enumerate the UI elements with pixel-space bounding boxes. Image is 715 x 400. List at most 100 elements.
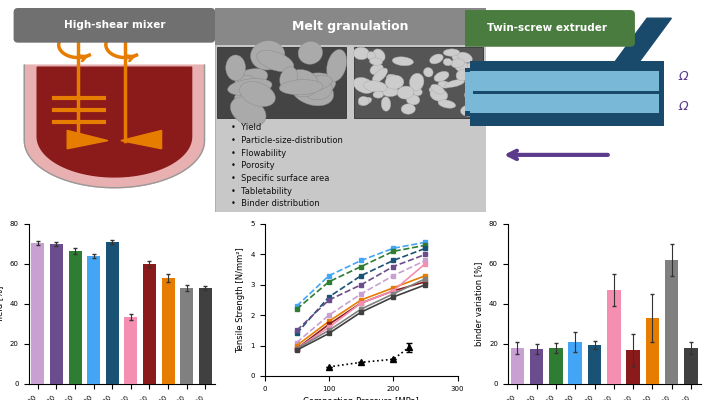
Bar bbox=[470, 71, 659, 91]
Ellipse shape bbox=[327, 50, 347, 82]
Ellipse shape bbox=[410, 73, 424, 91]
Ellipse shape bbox=[456, 70, 468, 81]
Ellipse shape bbox=[434, 71, 449, 82]
Bar bbox=[31, 243, 44, 384]
Bar bbox=[530, 349, 543, 384]
Ellipse shape bbox=[438, 100, 455, 108]
Ellipse shape bbox=[443, 58, 452, 66]
Bar bbox=[588, 345, 601, 384]
Text: •  Tabletability: • Tabletability bbox=[231, 186, 292, 196]
Ellipse shape bbox=[443, 49, 460, 56]
Ellipse shape bbox=[430, 84, 445, 94]
Text: Ω: Ω bbox=[679, 70, 689, 83]
Ellipse shape bbox=[285, 70, 318, 97]
Ellipse shape bbox=[240, 82, 275, 106]
Polygon shape bbox=[121, 130, 162, 149]
Ellipse shape bbox=[430, 88, 448, 101]
Text: Melt granulation: Melt granulation bbox=[292, 20, 408, 33]
Ellipse shape bbox=[460, 63, 475, 75]
Ellipse shape bbox=[226, 55, 245, 81]
Ellipse shape bbox=[353, 47, 369, 60]
Text: •  Binder distribution: • Binder distribution bbox=[231, 199, 320, 208]
FancyBboxPatch shape bbox=[14, 8, 215, 43]
Ellipse shape bbox=[385, 75, 404, 89]
Ellipse shape bbox=[454, 58, 468, 73]
Text: •  Specific surface area: • Specific surface area bbox=[231, 174, 329, 183]
FancyBboxPatch shape bbox=[460, 10, 635, 47]
Y-axis label: binder variation [%]: binder variation [%] bbox=[474, 262, 483, 346]
Text: •  Yield: • Yield bbox=[231, 123, 261, 132]
Ellipse shape bbox=[257, 50, 294, 72]
Bar bbox=[180, 288, 193, 384]
Y-axis label: Tensile Strength [N/mm²]: Tensile Strength [N/mm²] bbox=[236, 247, 245, 353]
Bar bbox=[684, 348, 698, 384]
Ellipse shape bbox=[297, 76, 332, 92]
Bar bbox=[106, 242, 119, 384]
Text: •  Particle-size-distribution: • Particle-size-distribution bbox=[231, 136, 342, 145]
Ellipse shape bbox=[381, 97, 390, 111]
Text: Ω: Ω bbox=[679, 100, 689, 114]
Ellipse shape bbox=[298, 41, 322, 64]
Bar bbox=[511, 348, 524, 384]
Text: •  Flowability: • Flowability bbox=[231, 148, 286, 158]
Ellipse shape bbox=[353, 77, 375, 94]
Bar bbox=[665, 260, 679, 384]
Ellipse shape bbox=[363, 81, 387, 92]
Ellipse shape bbox=[235, 92, 260, 116]
Text: •  Porosity: • Porosity bbox=[231, 161, 275, 170]
Ellipse shape bbox=[450, 59, 465, 68]
X-axis label: Compaction Pressure [MPa]: Compaction Pressure [MPa] bbox=[303, 397, 419, 400]
Ellipse shape bbox=[386, 74, 400, 87]
Ellipse shape bbox=[370, 58, 383, 65]
Bar bbox=[470, 61, 664, 126]
Ellipse shape bbox=[373, 68, 388, 83]
Ellipse shape bbox=[373, 91, 384, 98]
Text: High-shear mixer: High-shear mixer bbox=[64, 20, 165, 30]
Ellipse shape bbox=[398, 86, 414, 99]
Ellipse shape bbox=[429, 86, 438, 94]
Bar bbox=[143, 264, 156, 384]
Ellipse shape bbox=[237, 75, 258, 92]
Bar bbox=[124, 317, 137, 384]
Ellipse shape bbox=[250, 41, 285, 70]
Ellipse shape bbox=[367, 52, 375, 60]
Ellipse shape bbox=[227, 78, 272, 96]
Polygon shape bbox=[24, 65, 204, 188]
Bar bbox=[214, 8, 486, 45]
Bar bbox=[460, 72, 473, 112]
Bar bbox=[162, 278, 174, 384]
Ellipse shape bbox=[382, 87, 399, 97]
Ellipse shape bbox=[292, 73, 336, 98]
Ellipse shape bbox=[413, 88, 423, 96]
Bar bbox=[50, 244, 63, 384]
Y-axis label: Yield [%]: Yield [%] bbox=[0, 285, 4, 323]
Ellipse shape bbox=[423, 68, 433, 77]
Bar bbox=[87, 256, 100, 384]
Ellipse shape bbox=[430, 54, 443, 64]
Ellipse shape bbox=[358, 97, 372, 106]
Bar bbox=[217, 47, 346, 118]
Text: Twin-screw extruder: Twin-screw extruder bbox=[488, 23, 608, 33]
Bar bbox=[199, 288, 212, 384]
Ellipse shape bbox=[445, 80, 465, 87]
Ellipse shape bbox=[358, 96, 369, 106]
Ellipse shape bbox=[280, 67, 297, 89]
Ellipse shape bbox=[235, 68, 267, 88]
Ellipse shape bbox=[373, 49, 385, 62]
Ellipse shape bbox=[452, 52, 463, 62]
Ellipse shape bbox=[465, 91, 476, 103]
Ellipse shape bbox=[230, 97, 266, 126]
Ellipse shape bbox=[438, 81, 450, 88]
Ellipse shape bbox=[280, 80, 323, 95]
Bar bbox=[460, 68, 470, 116]
Bar bbox=[568, 342, 582, 384]
Bar bbox=[355, 47, 483, 118]
Polygon shape bbox=[37, 67, 192, 177]
Ellipse shape bbox=[460, 105, 478, 116]
Bar bbox=[460, 73, 473, 110]
Polygon shape bbox=[616, 18, 671, 61]
Bar bbox=[549, 348, 563, 384]
Ellipse shape bbox=[302, 77, 332, 100]
Ellipse shape bbox=[401, 104, 415, 114]
Bar bbox=[470, 94, 659, 113]
